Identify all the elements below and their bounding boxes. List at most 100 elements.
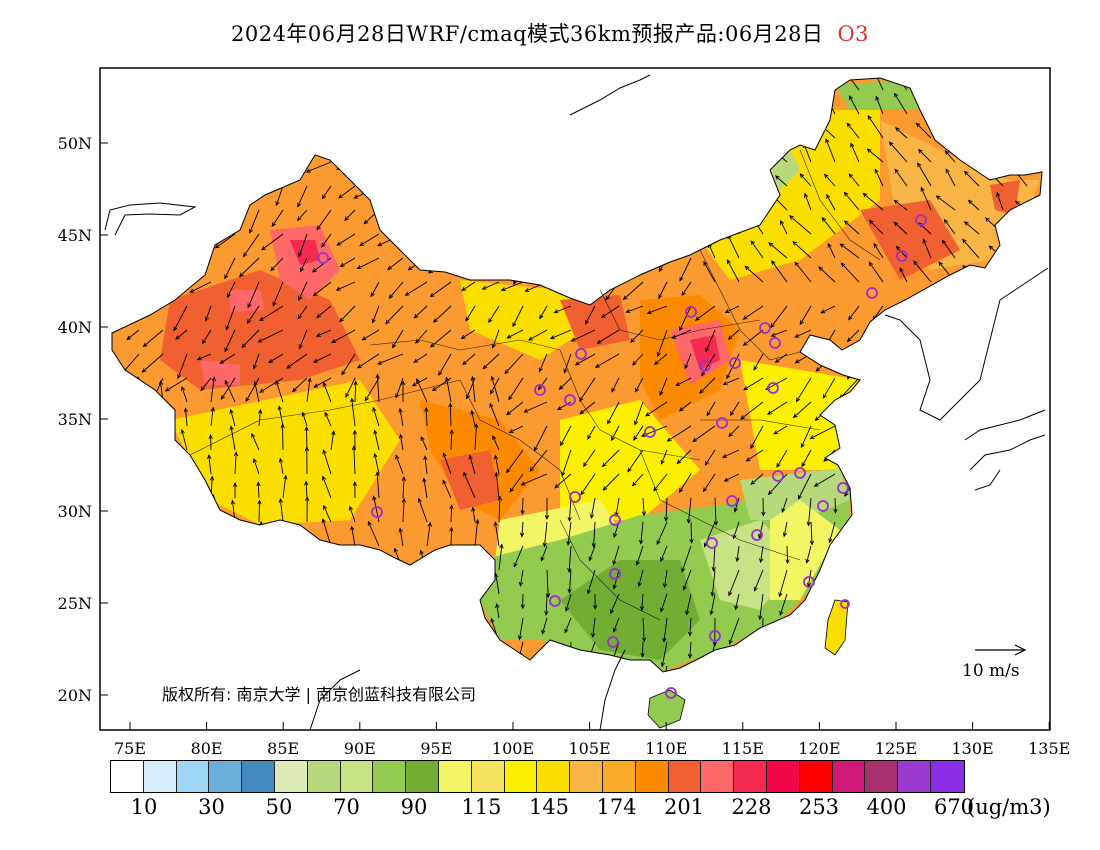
wind-arrow <box>920 187 932 211</box>
wind-arrow <box>438 353 452 376</box>
wind-arrow <box>539 305 548 319</box>
wind-arrowhead <box>850 142 855 148</box>
wind-arrowhead <box>833 508 838 514</box>
wind-arrowhead <box>941 239 947 245</box>
wind-arrowhead <box>656 540 661 546</box>
wind-arrowhead <box>296 216 302 222</box>
wind-arrow <box>257 482 260 499</box>
wind-arrow <box>554 473 572 489</box>
wind-arrowhead <box>743 386 749 391</box>
wind-arrowhead <box>610 609 614 615</box>
wind-arrowhead <box>846 122 851 128</box>
wind-arrow <box>389 281 404 299</box>
wind-arrowhead <box>141 368 147 373</box>
wind-arrow <box>286 353 308 369</box>
wind-arrowhead <box>490 375 495 381</box>
wind-arrow <box>185 408 188 427</box>
wind-arrow <box>546 569 549 597</box>
wind-arrow <box>126 329 140 340</box>
wind-arrow <box>818 266 836 283</box>
wind-arrow <box>814 473 836 487</box>
wind-arrow <box>964 171 980 187</box>
wind-arrow <box>729 617 740 644</box>
wind-arrowhead <box>370 292 375 298</box>
wind-arrowhead <box>497 495 502 501</box>
wind-arrow <box>850 143 860 163</box>
wind-arrow <box>579 401 596 415</box>
wind-arrowhead <box>676 459 682 465</box>
wind-arrowhead <box>722 381 728 386</box>
wind-arrow <box>743 377 764 391</box>
wind-arrow <box>964 221 980 235</box>
wind-arrowhead <box>553 309 559 314</box>
wind-arrow <box>593 521 596 547</box>
wind-arrowhead <box>307 377 312 383</box>
wind-arrow <box>521 473 548 486</box>
wind-arrowhead <box>495 603 500 609</box>
wind-arrowhead <box>393 547 398 553</box>
wind-arrowhead <box>774 175 780 180</box>
wind-arrowhead <box>962 238 967 244</box>
wind-arrowhead <box>258 408 263 414</box>
wind-arrowhead <box>767 490 773 496</box>
wind-arrowhead <box>470 409 475 415</box>
wind-arrowhead <box>201 339 207 345</box>
wind-arrow <box>305 427 308 451</box>
wind-arrowhead <box>183 407 188 413</box>
wind-arrow <box>916 122 932 139</box>
wind-arrowhead <box>338 194 343 199</box>
wind-arrow <box>725 305 740 313</box>
wind-arrowhead <box>728 639 733 645</box>
wind-arrowhead <box>634 420 639 426</box>
wind-arrow <box>773 425 788 435</box>
wind-arrow <box>210 377 215 403</box>
wind-arrow <box>658 281 668 299</box>
wind-arrow <box>689 617 692 636</box>
legend-label: 174 <box>596 795 637 819</box>
wind-arrowhead <box>181 385 186 391</box>
wind-arrow <box>376 374 380 403</box>
wind-arrowhead <box>248 228 253 234</box>
lat-tick-label: 25N <box>58 594 92 613</box>
wind-arrow <box>899 268 908 283</box>
wind-arrowhead <box>846 337 852 343</box>
wind-arrowhead <box>611 387 616 393</box>
wind-arrowhead <box>794 261 800 267</box>
wind-arrowhead <box>356 265 362 270</box>
wind-arrow <box>683 569 692 590</box>
wind-arrow <box>661 665 668 672</box>
wind-arrow <box>550 329 572 339</box>
wind-arrow <box>268 353 284 363</box>
wind-arrowhead <box>375 373 380 379</box>
legend-swatch <box>209 761 243 792</box>
legend-swatch <box>898 761 931 792</box>
wind-arrowhead <box>773 430 779 435</box>
wind-arrowhead <box>640 432 646 437</box>
wind-arrow <box>874 169 884 187</box>
wind-arrowhead <box>733 507 738 513</box>
wind-arrow <box>316 329 332 337</box>
wind-arrowhead <box>126 335 132 341</box>
wind-arrow <box>538 377 548 390</box>
wind-arrowhead <box>757 533 763 539</box>
wind-arrow <box>413 353 428 363</box>
wind-arrowhead <box>247 303 252 309</box>
wind-arrow <box>640 521 644 544</box>
wind-arrowhead <box>353 194 359 199</box>
wind-arrowhead <box>351 445 357 451</box>
wind-arrowhead <box>839 243 845 248</box>
wind-arrowhead <box>801 462 806 468</box>
wind-arrowhead <box>678 407 684 412</box>
wind-arrowhead <box>709 610 714 616</box>
wind-arrow <box>374 430 380 451</box>
wind-arrow <box>660 545 668 562</box>
legend-label: 70 <box>333 795 360 819</box>
lat-tick-label: 20N <box>58 686 92 705</box>
wind-arrow <box>583 449 596 467</box>
wind-arrowhead <box>94 336 98 339</box>
wind-arrowhead <box>753 365 758 371</box>
wind-arrow <box>632 473 644 486</box>
wind-arrow <box>368 521 380 547</box>
legend-label: 400 <box>866 795 907 819</box>
wind-arrowhead <box>544 515 550 520</box>
